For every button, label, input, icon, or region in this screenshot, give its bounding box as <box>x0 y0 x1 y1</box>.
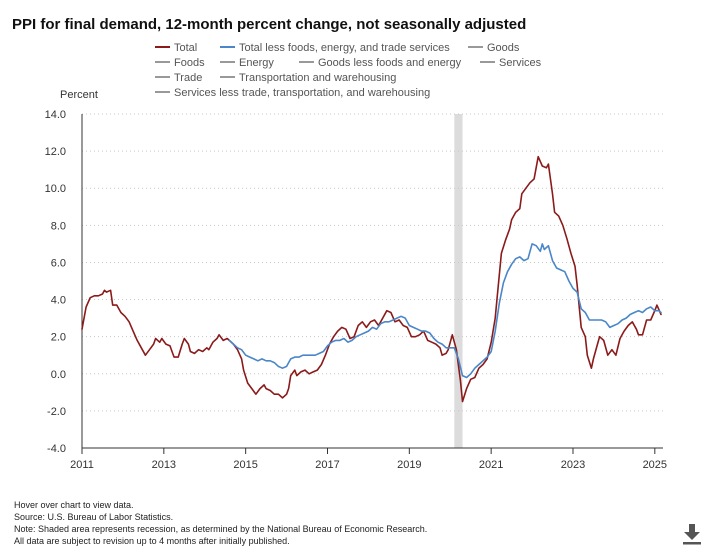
download-button[interactable] <box>681 522 703 546</box>
y-tick-label: -2.0 <box>47 406 66 418</box>
legend-item-label[interactable]: Services <box>499 57 542 69</box>
axes: 14.0 12.0 10.0 8.0 6.0 4.0 2.0 0.0 -2.0 -4.0 2011 2… <box>45 109 667 471</box>
y-tick-label: 6.0 <box>51 257 66 269</box>
recession-shading <box>454 114 463 448</box>
hover-note: Hover over chart to view data. <box>14 500 134 510</box>
y-axis-label: Percent <box>60 89 98 101</box>
source-note: Source: U.S. Bureau of Labor Statistics. <box>14 512 174 522</box>
y-tick-label: 8.0 <box>51 220 66 232</box>
x-tick-label: 2019 <box>397 459 421 471</box>
legend-item-label[interactable]: Total less foods, energy, and trade serv… <box>239 42 450 54</box>
chart-title: PPI for final demand, 12-month percent c… <box>12 16 526 33</box>
y-tick-label: 12.0 <box>45 146 66 158</box>
legend-item-label[interactable]: Energy <box>239 57 274 69</box>
series-line-total-less-foods-energy-trade[interactable] <box>228 243 662 379</box>
series-lines[interactable] <box>81 155 662 403</box>
legend: Total Total less foods, energy, and trade… <box>155 42 542 99</box>
y-tick-label: -4.0 <box>47 443 66 455</box>
x-tick-label: 2013 <box>152 459 176 471</box>
y-tick-label: 14.0 <box>45 109 66 121</box>
recession-note: Note: Shaded area represents recession, … <box>14 524 428 534</box>
y-tick-label: 2.0 <box>51 332 66 344</box>
legend-item-label[interactable]: Services less trade, transportation, and… <box>174 87 430 99</box>
x-tick-label: 2023 <box>561 459 585 471</box>
y-tick-label: 10.0 <box>45 183 66 195</box>
legend-item-label[interactable]: Total <box>174 42 197 54</box>
legend-item-label[interactable]: Goods <box>487 42 520 54</box>
series-line-total[interactable] <box>81 155 662 403</box>
legend-item-label[interactable]: Goods less foods and energy <box>318 57 462 69</box>
legend-item-label[interactable]: Trade <box>174 72 202 84</box>
x-tick-label: 2025 <box>643 459 667 471</box>
y-tick-label: 4.0 <box>51 295 66 307</box>
y-tick-label: 0.0 <box>51 369 66 381</box>
x-tick-label: 2015 <box>233 459 257 471</box>
download-icon <box>683 524 701 545</box>
x-tick-label: 2011 <box>70 459 94 471</box>
revision-note: All data are subject to revision up to 4… <box>14 536 290 546</box>
x-tick-label: 2021 <box>479 459 503 471</box>
x-tick-label: 2017 <box>315 459 339 471</box>
gridlines <box>82 113 663 412</box>
legend-item-label[interactable]: Foods <box>174 57 205 69</box>
legend-item-label[interactable]: Transportation and warehousing <box>239 72 396 84</box>
footer-notes: Hover over chart to view data. Source: U… <box>14 499 427 547</box>
